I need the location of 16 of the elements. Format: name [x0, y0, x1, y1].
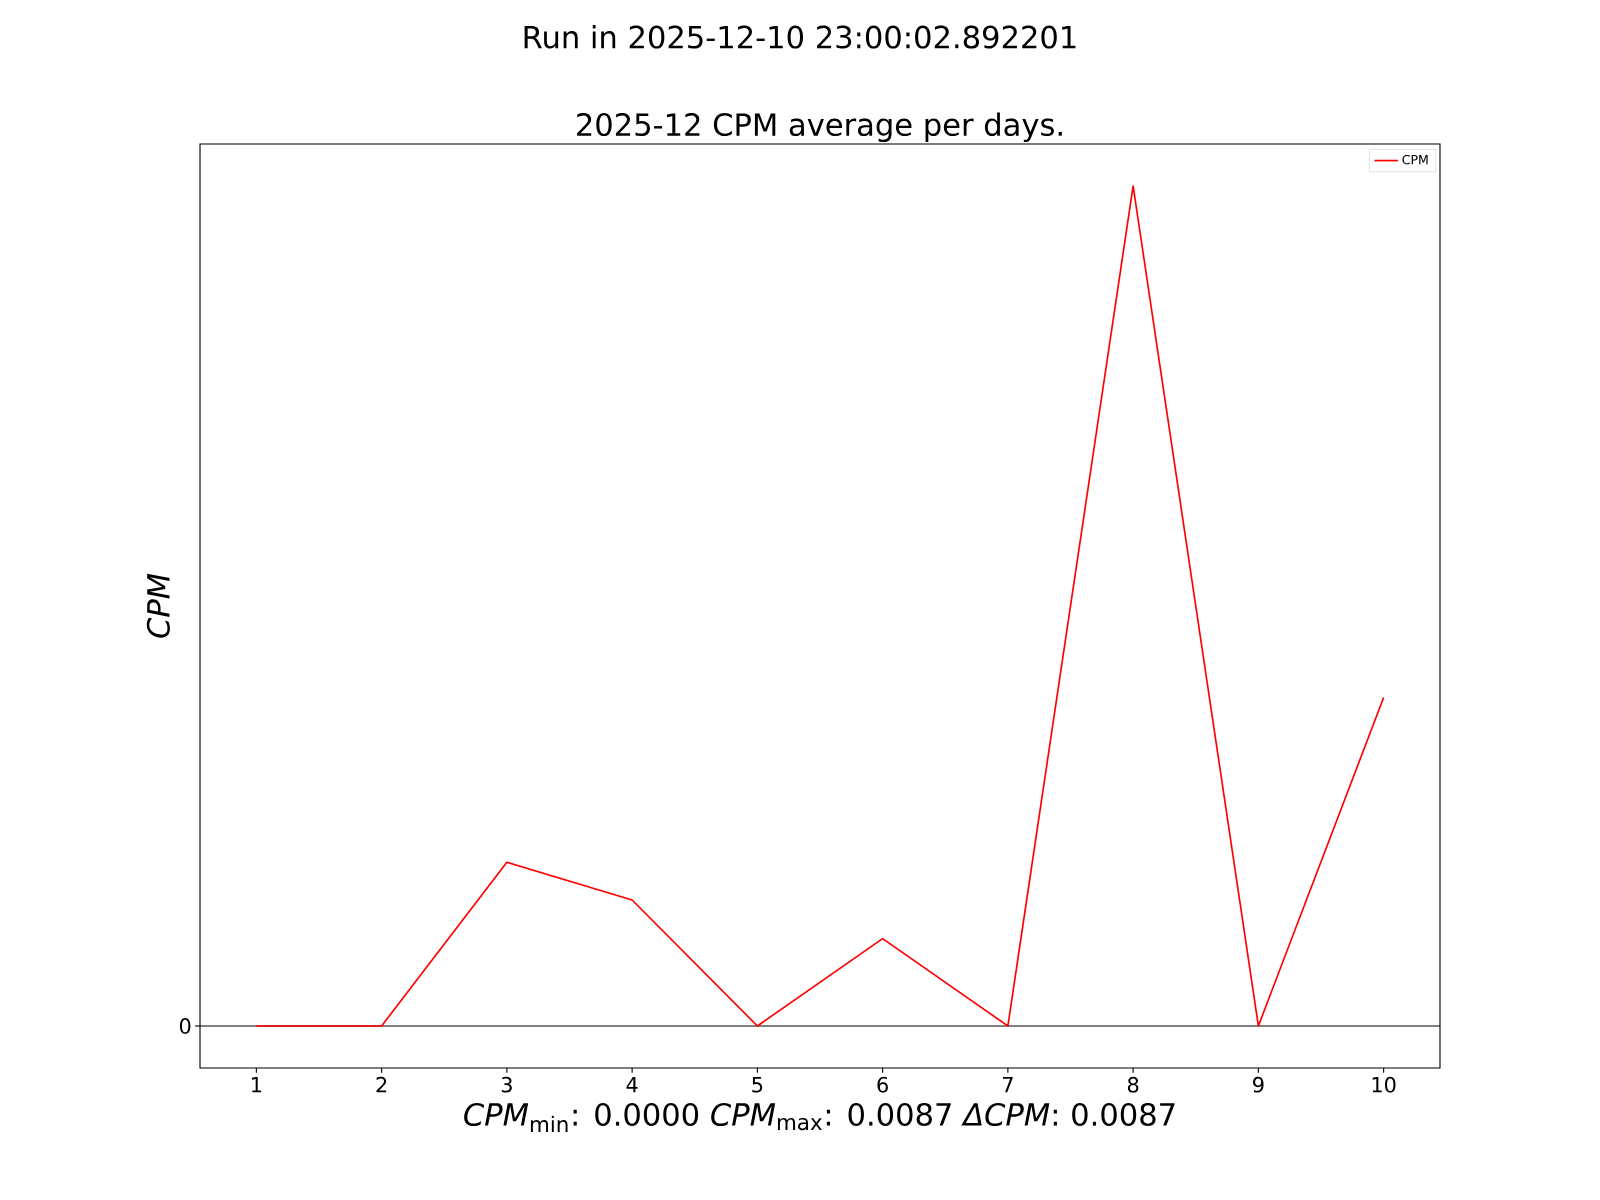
y-axis-title: CPM [146, 573, 170, 638]
x-tick-label: 10 [1372, 1076, 1396, 1093]
ref-line-label: 0 [179, 1018, 191, 1034]
x-tick-label: 5 [752, 1077, 763, 1093]
x-tick-label: 4 [626, 1077, 638, 1093]
x-tick-label: 3 [501, 1076, 512, 1093]
chart-subtitle: 2025-12 CPM average per days. [577, 112, 1062, 143]
legend-label: CPM [1402, 154, 1428, 165]
chart-title: Run in 2025-12-10 23:00:02.892201 [524, 24, 1076, 49]
x-axis-title: CPM$_{min}$: 0.0000 CPM$_{max}$: 0.0087 ΔCPM: 0.0087 [464, 1102, 1175, 1132]
x-tick-label: 8 [1127, 1076, 1139, 1093]
x-tick-label: 6 [877, 1076, 888, 1093]
x-tick-label: 1 [252, 1077, 262, 1093]
x-tick-label: 7 [1002, 1077, 1013, 1093]
x-tick-label: 2 [376, 1076, 387, 1093]
x-tick-label: 9 [1253, 1076, 1264, 1093]
